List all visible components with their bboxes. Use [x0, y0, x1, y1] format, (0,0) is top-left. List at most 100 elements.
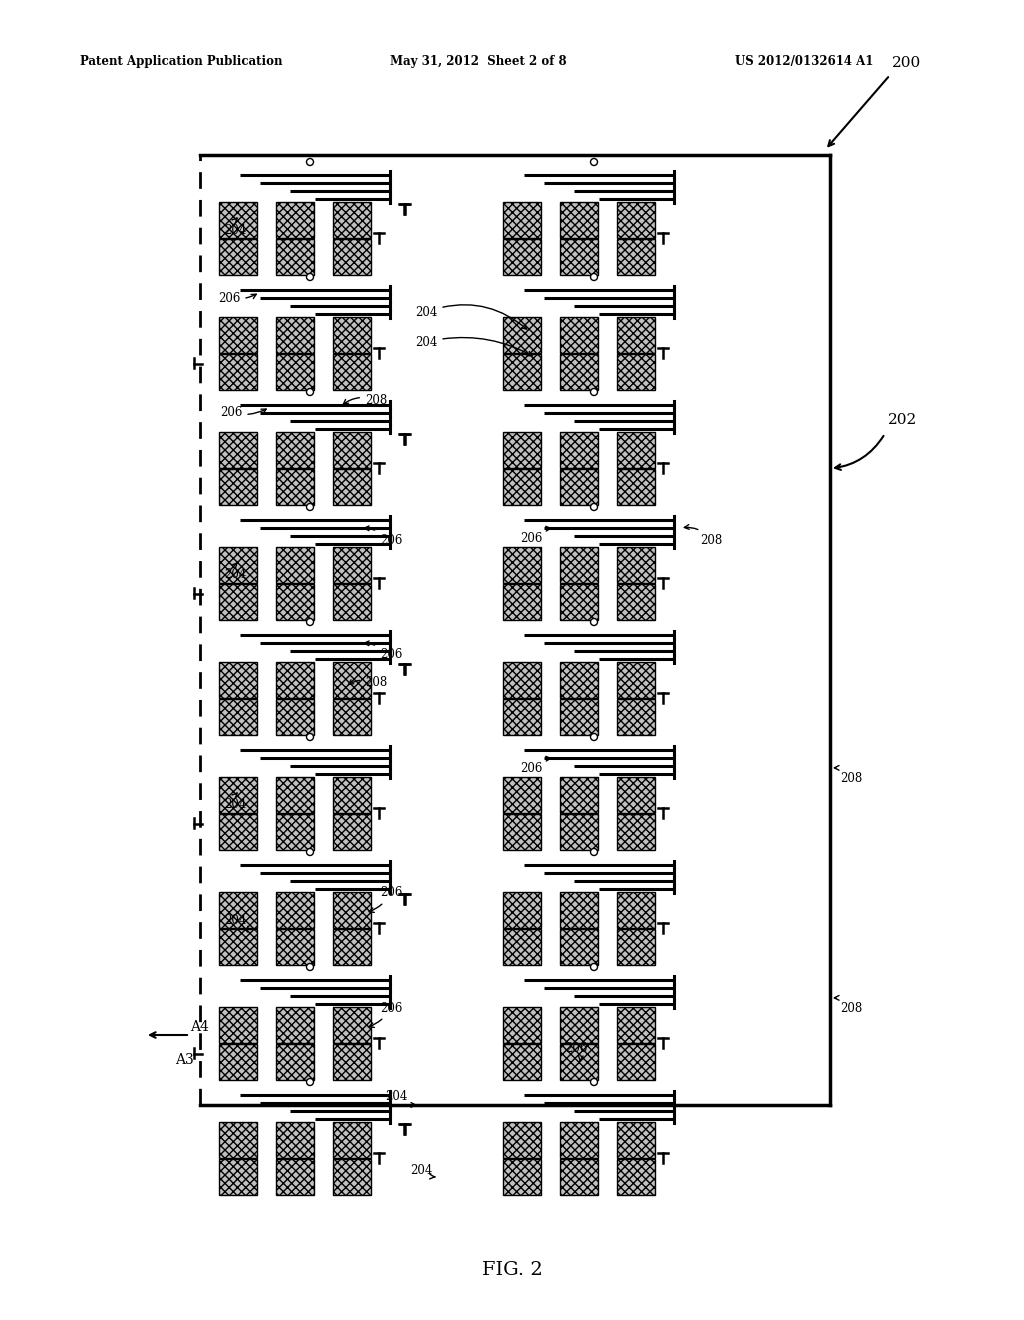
Text: 204: 204 [224, 562, 247, 582]
Bar [560, 469, 598, 506]
Bar [333, 469, 371, 506]
Bar [617, 1159, 655, 1195]
Bar [560, 700, 598, 735]
Bar [560, 354, 598, 389]
Bar [333, 814, 371, 850]
Bar [333, 1007, 371, 1043]
Bar [333, 239, 371, 275]
Circle shape [591, 1078, 597, 1085]
Bar [219, 700, 257, 735]
Bar [219, 354, 257, 389]
Bar [503, 1007, 541, 1043]
Bar [276, 202, 314, 238]
Text: 204: 204 [415, 335, 532, 356]
Bar [617, 354, 655, 389]
Bar [617, 700, 655, 735]
Bar [333, 546, 371, 583]
Text: 204: 204 [415, 305, 526, 329]
Circle shape [306, 273, 313, 281]
Text: US 2012/0132614 A1: US 2012/0132614 A1 [735, 55, 873, 69]
Bar [276, 354, 314, 389]
Circle shape [306, 619, 313, 626]
Bar [617, 1007, 655, 1043]
Circle shape [306, 1078, 313, 1085]
Text: 204: 204 [224, 793, 247, 812]
Bar [503, 892, 541, 928]
Bar [333, 202, 371, 238]
Circle shape [306, 964, 313, 970]
Bar [560, 814, 598, 850]
Bar [617, 469, 655, 506]
Text: 204: 204 [410, 1163, 435, 1179]
Text: 206: 206 [520, 527, 551, 544]
Bar [276, 1044, 314, 1080]
Bar [560, 929, 598, 965]
Bar [276, 1007, 314, 1043]
Bar [560, 777, 598, 813]
Circle shape [591, 849, 597, 855]
Bar [617, 892, 655, 928]
Bar [219, 663, 257, 698]
Bar [503, 777, 541, 813]
Bar [219, 1122, 257, 1158]
Text: 204: 204 [385, 1090, 416, 1107]
Bar [333, 432, 371, 469]
Bar [503, 814, 541, 850]
Bar [276, 317, 314, 352]
Bar [219, 432, 257, 469]
Bar [617, 1044, 655, 1080]
Bar [333, 663, 371, 698]
Bar [276, 777, 314, 813]
Bar [560, 583, 598, 620]
Text: 206: 206 [520, 756, 551, 775]
Bar [503, 469, 541, 506]
Bar [333, 1122, 371, 1158]
Bar [617, 317, 655, 352]
Bar [560, 317, 598, 352]
Bar [503, 700, 541, 735]
Bar [617, 432, 655, 469]
Bar [617, 239, 655, 275]
Circle shape [306, 388, 313, 396]
Bar [219, 239, 257, 275]
Text: A4: A4 [190, 1020, 209, 1034]
Bar [276, 583, 314, 620]
Text: 206: 206 [565, 1041, 588, 1061]
Bar [560, 663, 598, 698]
Circle shape [306, 734, 313, 741]
Bar [560, 432, 598, 469]
Circle shape [306, 503, 313, 511]
Bar [503, 354, 541, 389]
Bar [219, 202, 257, 238]
Bar [617, 777, 655, 813]
Text: 204: 204 [224, 913, 248, 932]
Bar [617, 1122, 655, 1158]
Text: 206: 206 [369, 887, 402, 912]
Bar [560, 1007, 598, 1043]
Text: 208: 208 [835, 766, 862, 784]
Bar [617, 202, 655, 238]
Text: 200: 200 [892, 55, 922, 70]
Bar [617, 546, 655, 583]
Bar [333, 1159, 371, 1195]
Bar [333, 354, 371, 389]
Bar [276, 432, 314, 469]
Bar [503, 239, 541, 275]
Text: 208: 208 [343, 393, 387, 407]
Text: 206: 206 [220, 407, 266, 420]
Text: A3: A3 [175, 1053, 194, 1067]
Bar [219, 929, 257, 965]
Circle shape [591, 388, 597, 396]
Bar [276, 700, 314, 735]
Bar [333, 1044, 371, 1080]
Circle shape [591, 964, 597, 970]
Text: 206: 206 [365, 525, 402, 546]
Circle shape [591, 619, 597, 626]
Bar [276, 546, 314, 583]
Text: 204: 204 [224, 218, 247, 236]
Bar [333, 700, 371, 735]
Text: 206: 206 [365, 642, 402, 661]
Bar [503, 546, 541, 583]
Bar [219, 583, 257, 620]
Bar [219, 1044, 257, 1080]
